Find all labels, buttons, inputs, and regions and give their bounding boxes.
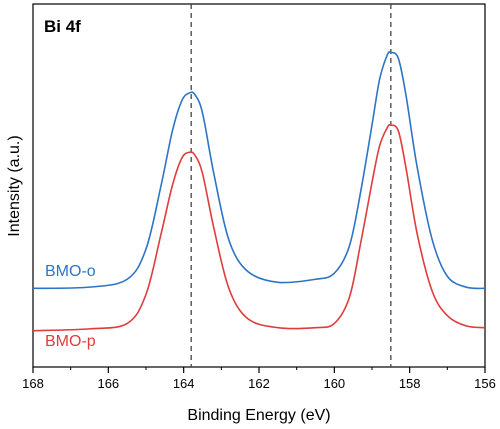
chart-title: Bi 4f xyxy=(44,17,81,36)
x-tick-label: 162 xyxy=(248,376,270,391)
x-tick-label: 166 xyxy=(97,376,119,391)
series-label-bmo-o: BMO-o xyxy=(45,263,96,280)
series-line-bmo-p xyxy=(32,123,486,332)
x-tick-label: 164 xyxy=(173,376,195,391)
x-tick-label: 168 xyxy=(22,376,44,391)
x-axis-ticks: 168 166 164 162 160 158 156 xyxy=(22,367,496,391)
x-tick-label: 160 xyxy=(323,376,345,391)
x-axis-label: Binding Energy (eV) xyxy=(187,407,330,424)
x-tick-label: 156 xyxy=(474,376,496,391)
series-line-bmo-o xyxy=(32,51,486,290)
series-curves xyxy=(32,51,486,332)
reference-lines xyxy=(190,4,392,367)
plot-frame xyxy=(32,3,486,368)
series-label-bmo-p: BMO-p xyxy=(45,333,96,350)
x-tick-label: 158 xyxy=(399,376,421,391)
y-axis-label: Intensity (a.u.) xyxy=(6,135,23,236)
